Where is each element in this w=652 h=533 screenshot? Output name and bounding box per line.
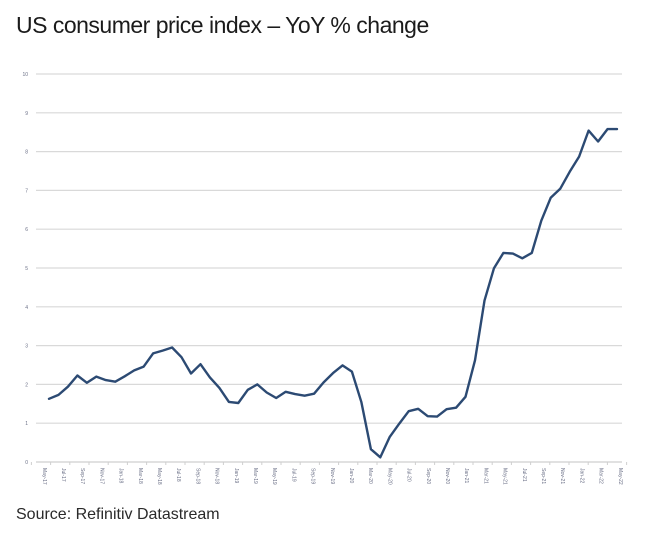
x-tick-label: Sep-21: [540, 468, 546, 484]
x-tick-label: Nov-18: [214, 468, 220, 484]
y-tick-label: 8: [25, 150, 28, 156]
source-note: Source: Refinitiv Datastream: [16, 506, 220, 523]
gridlines: [36, 73, 622, 463]
x-tick-label: May-19: [271, 468, 277, 485]
x-tick-label: May-18: [156, 468, 162, 485]
y-tick-label: 10: [22, 72, 28, 78]
x-tick-label: Mar-20: [367, 468, 373, 484]
x-tick-label: Sep-19: [310, 468, 316, 484]
x-tick-label: Jul-19: [290, 468, 296, 482]
x-tick-label: Mar-21: [482, 468, 488, 484]
x-tick-label: Nov-19: [329, 468, 335, 484]
x-tick-label: May-20: [386, 468, 392, 485]
y-tick-label: 9: [25, 111, 28, 117]
x-tick-label: Jan-18: [118, 468, 124, 484]
y-tick-label: 7: [25, 188, 28, 194]
series-line: [47, 127, 619, 459]
y-tick-label: 0: [25, 460, 28, 466]
x-tick-label: Nov-17: [98, 468, 104, 484]
x-tick-label: Jul-21: [521, 468, 527, 482]
y-tick-label: 1: [25, 421, 28, 427]
x-tick-label: Jan-21: [463, 468, 469, 484]
x-tick-label: Jul-18: [175, 468, 181, 482]
x-tick-label: Sep-17: [79, 468, 85, 484]
x-axis: May-17 Jul-17 Sep-17 Nov-17 Jan-18 Mar-18 May-…: [30, 462, 628, 485]
x-tick-label: Sep-20: [425, 468, 431, 484]
x-tick-label: Nov-21: [559, 468, 565, 484]
x-tick-label: Jan-19: [233, 468, 239, 484]
series-layer: [47, 127, 619, 459]
y-axis-tick-labels: 0 1 2 3 4 5 6 7 8 9 10: [22, 72, 28, 466]
x-tick-label: Mar-19: [252, 468, 258, 484]
x-tick-label: Nov-20: [444, 468, 450, 484]
y-tick-label: 2: [25, 382, 28, 388]
x-tick-label: Jul-17: [60, 468, 66, 482]
x-tick-label: Jan-22: [578, 468, 584, 484]
x-tick-label: May-17: [41, 468, 47, 485]
x-tick-label: Jan-20: [348, 468, 354, 484]
x-tick-label: Jul-20: [406, 468, 412, 482]
x-tick-label: Mar-22: [598, 468, 604, 484]
x-tick-label: May-22: [617, 468, 623, 485]
y-tick-label: 6: [25, 227, 28, 233]
y-tick-label: 5: [25, 266, 28, 272]
chart-title: US consumer price index – YoY % change: [16, 12, 429, 38]
x-tick-label: Mar-18: [137, 468, 143, 484]
y-tick-label: 4: [25, 305, 28, 311]
x-tick-label: May-21: [502, 468, 508, 485]
x-tick-label: Sep-18: [194, 468, 200, 484]
y-tick-label: 3: [25, 344, 28, 350]
